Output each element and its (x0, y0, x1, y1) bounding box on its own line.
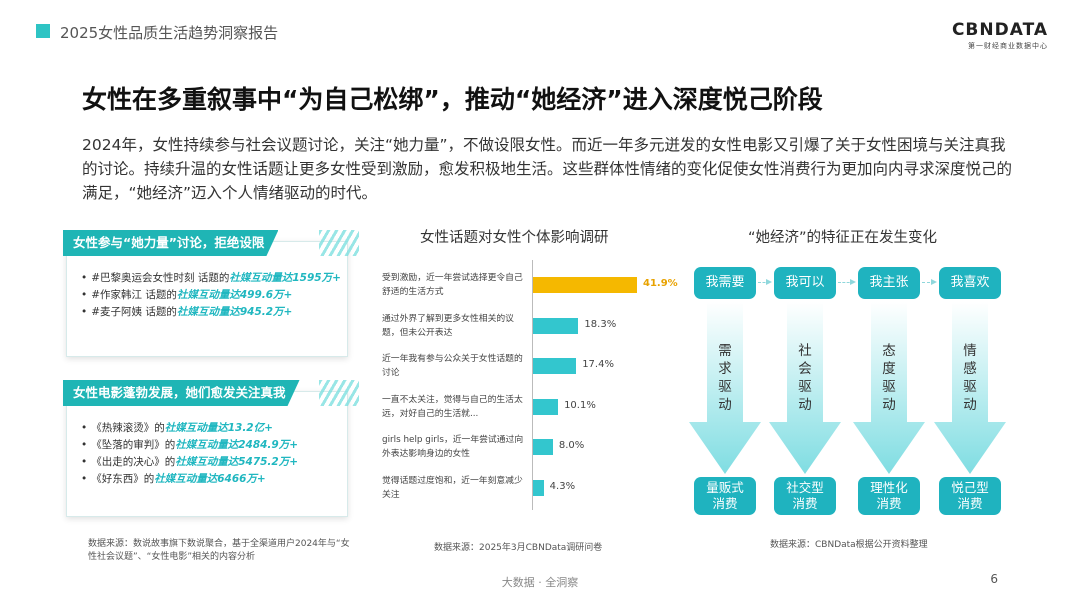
list-item: #作家韩江 话题的社媒互动量达499.6万+ (81, 287, 337, 304)
down-arrow-icon (769, 302, 841, 474)
bar-category-label: girls help girls，近一年尝试通过向外表达影响身边的女性 (382, 435, 524, 459)
page-headline: 女性在多重叙事中“为自己松绑”，推动“她经济”进入深度悦己阶段 (82, 85, 823, 114)
list-item: 《热辣滚烫》的社媒互动量达13.2亿+ (81, 420, 337, 437)
diagram-bottom-line: 悦己型 (951, 480, 989, 495)
diagram-bottom-line: 消费 (712, 496, 738, 511)
diagram-bottom-box: 理性化 消费 (858, 477, 920, 515)
bar-value-label: 18.3% (584, 318, 617, 330)
chart-axis-line (532, 260, 533, 510)
diagram-connector-arrow (838, 279, 856, 285)
diagram-drive-label: 需求驱动 (718, 343, 732, 413)
card-female-films-title: 女性电影蓬勃发展，她们愈发关注真我 (63, 380, 300, 406)
card-female-films: 女性电影蓬勃发展，她们愈发关注真我 《热辣滚烫》的社媒互动量达13.2亿+ 《坠… (66, 380, 359, 517)
diagram-bottom-line: 理性化 (870, 480, 908, 495)
bar (533, 439, 553, 455)
down-arrow-icon (934, 302, 1006, 474)
footer-slogan: 大数据 · 全洞察 (501, 576, 579, 589)
card-she-power-title: 女性参与“她力量”讨论，拒绝设限 (63, 230, 278, 256)
diagram-top-box: 我可以 (774, 267, 836, 299)
bar-category-label: 受到激励，近一年尝试选择更令自己舒适的生活方式 (382, 273, 523, 297)
bar-category-label: 觉得话题过度饱和，近一年刻意减少关注 (382, 475, 523, 500)
source-note-left: 数据来源：数说故事旗下数说聚合，基于全渠道用户2024年与“女性社会议题”、“女… (88, 539, 350, 562)
source-note-middle: 数据来源：2025年3月CBNData调研问卷 (434, 543, 603, 553)
card-she-power-list: #巴黎奥运会女性时刻 话题的社媒互动量达1595万+ #作家韩江 话题的社媒互动… (67, 242, 347, 331)
bar (533, 358, 577, 374)
diagram-top-box: 我需要 (694, 267, 756, 299)
diagram-connector-arrow (922, 279, 937, 285)
diagram-connector-arrow (758, 279, 772, 285)
card-decor-stripes (319, 380, 359, 406)
bar-value-label: 17.4% (582, 359, 614, 370)
bar (533, 317, 579, 334)
diagram-bottom-line: 消费 (957, 496, 983, 511)
list-item: 《出走的决心》的社媒互动量达5475.2万+ (81, 454, 337, 471)
list-item: 《坠落的审判》的社媒互动量达2484.9万+ (81, 437, 337, 454)
diagram-top-box: 我主张 (858, 267, 920, 299)
down-arrow-icon (689, 302, 761, 474)
diagram-bottom-line: 社交型 (786, 480, 824, 495)
diagram-bottom-line: 量贩式 (706, 480, 744, 495)
diagram-drive-label: 社会驱动 (798, 343, 812, 413)
diagram-bottom-box: 悦己型 消费 (939, 477, 1001, 515)
diagram-bottom-box: 量贩式 消费 (694, 477, 756, 515)
source-note-right: 数据来源：CBNData根据公开资料整理 (770, 540, 928, 550)
header-accent-square (36, 24, 50, 38)
diagram-drive-label: 情感驱动 (963, 343, 977, 413)
chart-title: 女性话题对女性个体影响调研 (420, 230, 609, 246)
list-item: 《好东西》的社媒互动量达6466万+ (81, 471, 337, 488)
card-female-films-list: 《热辣滚烫》的社媒互动量达13.2亿+ 《坠落的审判》的社媒互动量达2484.9… (67, 392, 347, 498)
diagram-bottom-line: 消费 (876, 496, 902, 511)
diagram-top-box: 我喜欢 (939, 267, 1001, 299)
list-item: #巴黎奥运会女性时刻 话题的社媒互动量达1595万+ (81, 270, 341, 287)
intro-paragraph: 2024年，女性持续参与社会议题讨论，关注“她力量”，不做设限女性。而近一年多元… (82, 136, 1013, 202)
diagram-bottom-line: 消费 (792, 496, 818, 511)
bar-value-label: 8.0% (558, 440, 585, 451)
bar-value-label: 4.3% (549, 480, 576, 492)
card-decor-stripes (319, 230, 359, 256)
list-item: #麦子阿姨 话题的社媒互动量达945.2万+ (81, 304, 337, 321)
bar-value-label: 41.9% (643, 278, 678, 289)
logo-sub-text: 第一财经商业数据中心 (968, 42, 1048, 50)
logo-main-text: CBNDATA (951, 20, 1048, 40)
card-she-power: 女性参与“她力量”讨论，拒绝设限 #巴黎奥运会女性时刻 话题的社媒互动量达159… (66, 230, 359, 357)
diagram-title: “她经济”的特征正在发生变化 (748, 230, 938, 246)
diagram-bottom-box: 社交型 消费 (774, 477, 836, 515)
down-arrow-icon (853, 302, 925, 474)
bar-category-label: 一直不太关注，觉得与自己的生活太远，对好自己的生活就... (382, 394, 523, 419)
bar (533, 277, 637, 293)
bar (533, 398, 559, 415)
page-number: 6 (990, 572, 998, 586)
bar (533, 479, 544, 496)
bar-category-label: 通过外界了解到更多女性相关的议题，但未公开表达 (382, 313, 514, 338)
bar-value-label: 10.1% (564, 399, 596, 411)
cbndata-logo: CBNDATA 第一财经商业数据中心 (952, 20, 1048, 51)
bar-category-label: 近一年我有参与公众关于女性话题的讨论 (382, 354, 523, 378)
report-title: 2025女性品质生活趋势洞察报告 (60, 24, 279, 42)
diagram-drive-label: 态度驱动 (882, 343, 896, 413)
